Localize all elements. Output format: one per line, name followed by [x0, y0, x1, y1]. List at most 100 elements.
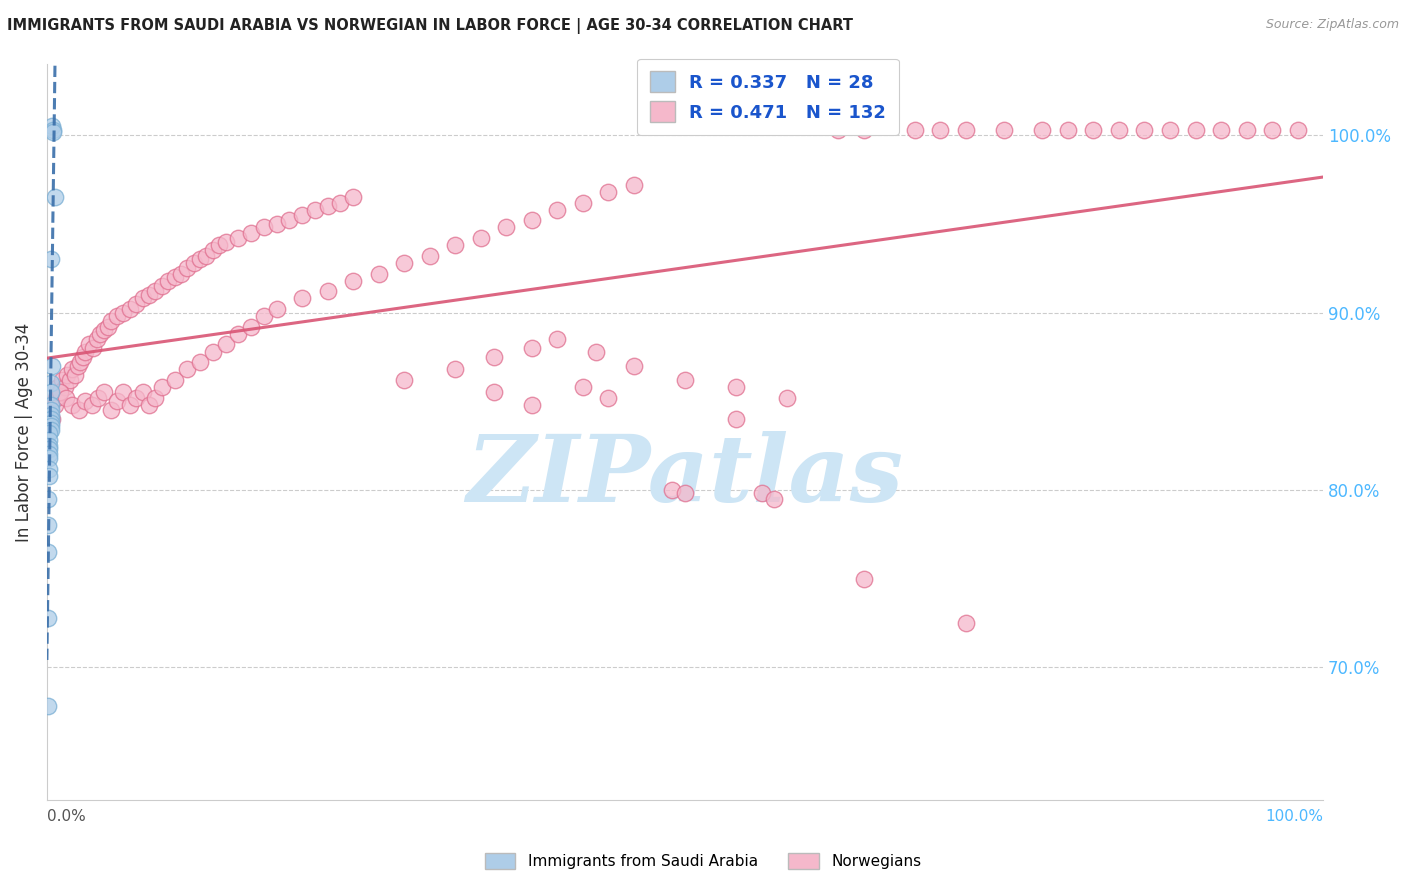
Point [163, 373, 186, 387]
Point [39, 409, 62, 423]
Point [1209, 123, 1232, 137]
Point [1261, 123, 1284, 137]
Point [157, 274, 180, 288]
Point [1159, 123, 1181, 137]
Point [51, 373, 73, 387]
Point [852, 572, 875, 586]
Point [59, 373, 82, 387]
Point [278, 213, 301, 227]
Point [39, 376, 62, 391]
Point [97, 319, 120, 334]
Point [1108, 123, 1130, 137]
Point [291, 292, 314, 306]
Point [623, 359, 645, 373]
Point [208, 238, 231, 252]
Text: Source: ZipAtlas.com: Source: ZipAtlas.com [1265, 18, 1399, 31]
Point [62, 362, 84, 376]
Point [138, 398, 160, 412]
Point [100, 403, 122, 417]
Text: IMMIGRANTS FROM SAUDI ARABIA VS NORWEGIAN IN LABOR FORCE | AGE 30-34 CORRELATION: IMMIGRANTS FROM SAUDI ARABIA VS NORWEGIA… [7, 18, 853, 34]
Point [546, 332, 568, 346]
Point [67, 403, 90, 417]
Point [105, 309, 128, 323]
Point [520, 398, 543, 412]
Point [228, 326, 250, 341]
Point [62, 398, 84, 412]
Point [38, 461, 60, 475]
Point [75, 344, 97, 359]
Point [42, 123, 65, 137]
Point [329, 195, 352, 210]
Point [1083, 123, 1105, 137]
Point [38, 439, 60, 453]
Point [118, 398, 141, 412]
Point [42, 125, 65, 139]
Point [598, 391, 620, 405]
Point [572, 380, 595, 394]
Point [82, 341, 104, 355]
Point [125, 296, 148, 310]
Point [201, 244, 224, 258]
Point [48, 385, 70, 400]
Point [598, 185, 620, 199]
Y-axis label: In Labor Force | Age 30-34: In Labor Force | Age 30-34 [15, 323, 32, 541]
Point [39, 398, 62, 412]
Point [63, 368, 86, 382]
Point [44, 398, 66, 412]
Point [112, 305, 135, 319]
Point [342, 274, 364, 288]
Legend: Immigrants from Saudi Arabia, Norwegians: Immigrants from Saudi Arabia, Norwegians [478, 847, 928, 875]
Point [1286, 123, 1309, 137]
Point [75, 394, 97, 409]
Point [929, 123, 952, 137]
Point [266, 301, 288, 316]
Point [56, 368, 79, 382]
Point [240, 226, 263, 240]
Point [993, 123, 1015, 137]
Point [41, 120, 63, 134]
Point [1031, 123, 1053, 137]
Point [39, 252, 62, 267]
Point [1133, 123, 1156, 137]
Point [195, 249, 218, 263]
Point [131, 385, 153, 400]
Point [131, 292, 153, 306]
Point [100, 314, 122, 328]
Point [38, 450, 60, 465]
Point [444, 238, 467, 252]
Point [827, 123, 849, 137]
Point [776, 391, 799, 405]
Point [39, 385, 62, 400]
Point [342, 190, 364, 204]
Point [38, 434, 60, 448]
Point [105, 394, 128, 409]
Point [89, 326, 111, 341]
Point [38, 426, 60, 441]
Point [725, 380, 748, 394]
Point [80, 398, 103, 412]
Point [183, 256, 205, 270]
Point [188, 355, 211, 369]
Point [520, 341, 543, 355]
Point [188, 252, 211, 267]
Point [37, 518, 59, 533]
Point [39, 403, 62, 417]
Point [1184, 123, 1206, 137]
Point [48, 385, 70, 400]
Point [39, 419, 62, 434]
Point [93, 385, 115, 400]
Point [112, 385, 135, 400]
Point [150, 279, 173, 293]
Point [228, 231, 250, 245]
Point [138, 288, 160, 302]
Point [763, 491, 786, 506]
Point [623, 178, 645, 192]
Point [37, 699, 59, 714]
Point [444, 362, 467, 376]
Point [546, 202, 568, 217]
Point [266, 217, 288, 231]
Point [1057, 123, 1080, 137]
Point [253, 309, 276, 323]
Point [1236, 123, 1258, 137]
Point [37, 610, 59, 624]
